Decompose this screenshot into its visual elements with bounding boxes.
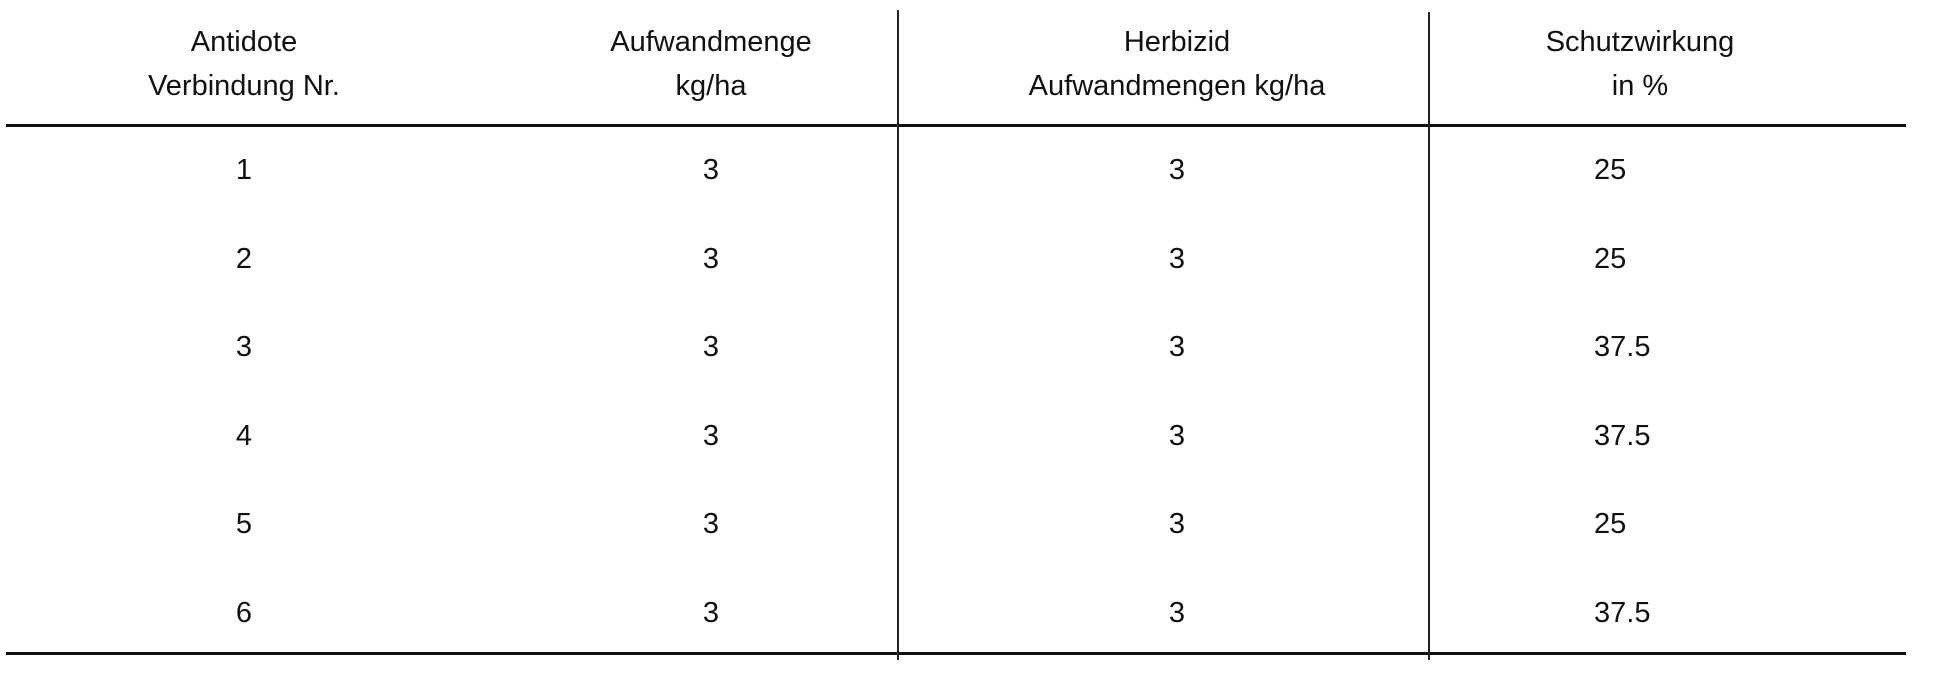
table-cell: 3 xyxy=(561,329,861,365)
table-cell: 37.5 xyxy=(1594,418,1794,454)
table-cell: 1 xyxy=(94,152,394,188)
header-line: Aufwandmenge xyxy=(501,20,921,64)
header-antidote: Antidote Verbindung Nr. xyxy=(34,20,454,108)
table-cell: 37.5 xyxy=(1594,329,1794,365)
header-schutzwirkung: Schutzwirkung in % xyxy=(1430,20,1850,108)
table-cell: 3 xyxy=(1027,506,1327,542)
table-cell: 4 xyxy=(94,418,394,454)
column-divider xyxy=(1428,12,1430,660)
header-line: Herbizid xyxy=(967,20,1387,64)
header-line: Schutzwirkung xyxy=(1430,20,1850,64)
header-line: Antidote xyxy=(34,20,454,64)
table-cell: 3 xyxy=(94,329,394,365)
table-cell: 3 xyxy=(1027,595,1327,631)
table-cell: 3 xyxy=(1027,329,1327,365)
table-cell: 3 xyxy=(561,595,861,631)
table-cell: 25 xyxy=(1594,506,1794,542)
table-cell: 3 xyxy=(561,152,861,188)
header-line: kg/ha xyxy=(501,64,921,108)
table-cell: 25 xyxy=(1594,241,1794,277)
header-line: in % xyxy=(1430,64,1850,108)
header-rule xyxy=(6,124,1906,127)
header-aufwandmenge: Aufwandmenge kg/ha xyxy=(501,20,921,108)
table-cell: 3 xyxy=(561,241,861,277)
table-cell: 3 xyxy=(561,418,861,454)
table-cell: 25 xyxy=(1594,152,1794,188)
table-cell: 37.5 xyxy=(1594,595,1794,631)
table-cell: 3 xyxy=(1027,152,1327,188)
table-cell: 6 xyxy=(94,595,394,631)
bottom-rule xyxy=(6,652,1906,655)
table-cell: 2 xyxy=(94,241,394,277)
table-cell: 3 xyxy=(1027,418,1327,454)
header-line: Verbindung Nr. xyxy=(34,64,454,108)
table-cell: 3 xyxy=(561,506,861,542)
table-cell: 5 xyxy=(94,506,394,542)
column-divider xyxy=(897,10,899,660)
header-line: Aufwandmengen kg/ha xyxy=(967,64,1387,108)
table-cell: 3 xyxy=(1027,241,1327,277)
header-herbizid: Herbizid Aufwandmengen kg/ha xyxy=(967,20,1387,108)
